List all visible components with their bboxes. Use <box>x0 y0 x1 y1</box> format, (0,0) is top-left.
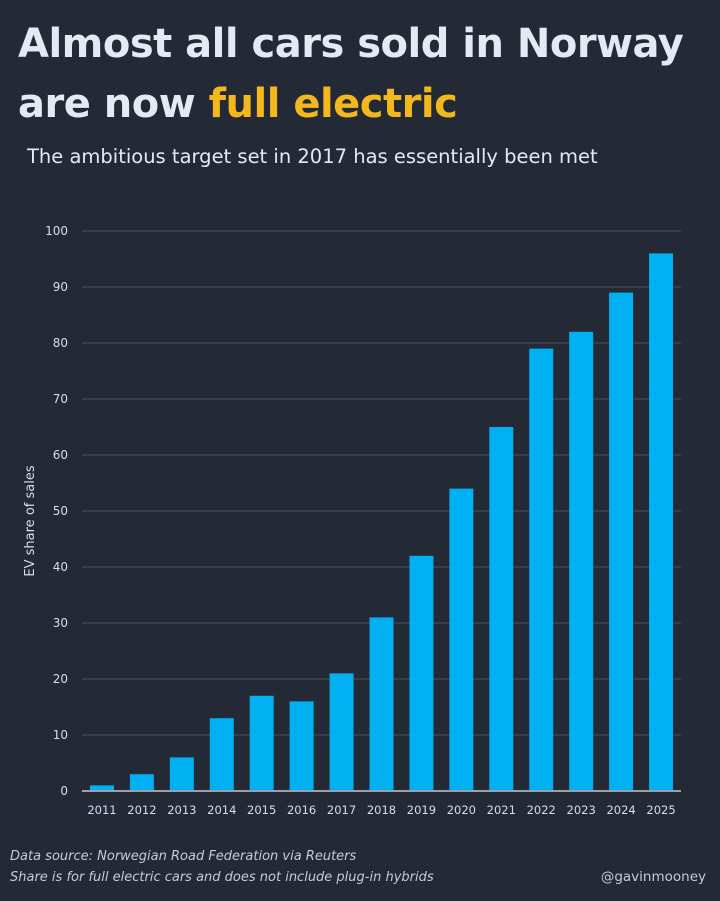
y-tick-label: 40 <box>53 560 68 574</box>
bar-2024 <box>609 292 634 791</box>
y-tick-label: 80 <box>53 336 68 350</box>
chart-title: Almost all cars sold in Norway are now f… <box>18 14 684 134</box>
data-source-note: Data source: Norwegian Road Federation v… <box>10 849 357 864</box>
x-tick-label: 2024 <box>606 803 635 817</box>
bar-2025 <box>649 253 674 791</box>
x-tick-label: 2018 <box>367 803 396 817</box>
x-tick-label: 2022 <box>527 803 556 817</box>
bar-2016 <box>289 701 314 791</box>
y-tick-label: 30 <box>53 616 68 630</box>
x-tick-label: 2016 <box>287 803 316 817</box>
title-line-1: Almost all cars sold in Norway <box>18 21 684 67</box>
methodology-note: Share is for full electric cars and does… <box>10 870 434 885</box>
author-handle: @gavinmooney <box>600 869 706 885</box>
y-tick-label: 20 <box>53 672 68 686</box>
x-tick-label: 2020 <box>447 803 476 817</box>
x-tick-label: 2021 <box>487 803 516 817</box>
y-axis-label: EV share of sales <box>23 465 38 576</box>
bar-2015 <box>249 695 274 791</box>
bar-2017 <box>329 673 354 791</box>
bar-2011 <box>89 785 114 791</box>
y-tick-label: 90 <box>53 280 68 294</box>
x-tick-label: 2014 <box>207 803 236 817</box>
bar-2022 <box>529 348 554 791</box>
x-tick-label: 2025 <box>646 803 675 817</box>
y-tick-label: 70 <box>53 392 68 406</box>
y-tick-label: 100 <box>45 224 68 238</box>
x-tick-label: 2019 <box>407 803 436 817</box>
x-tick-label: 2012 <box>127 803 156 817</box>
chart-subtitle: The ambitious target set in 2017 has ess… <box>27 145 598 168</box>
y-tick-label: 50 <box>53 504 68 518</box>
bar-2018 <box>369 617 394 791</box>
x-tick-label: 2011 <box>87 803 116 817</box>
x-tick-label: 2015 <box>247 803 276 817</box>
x-tick-label: 2023 <box>567 803 596 817</box>
bar-2023 <box>569 331 594 791</box>
bar-2020 <box>449 488 474 791</box>
y-tick-label: 10 <box>53 728 68 742</box>
bars <box>89 253 674 791</box>
title-highlight: full electric <box>208 81 458 127</box>
x-tick-label: 2013 <box>167 803 196 817</box>
y-tick-label: 60 <box>53 448 68 462</box>
bar-2014 <box>209 718 234 791</box>
bar-2021 <box>489 427 514 791</box>
bar-2013 <box>169 757 194 791</box>
x-tick-label: 2017 <box>327 803 356 817</box>
y-tick-label: 0 <box>60 784 68 798</box>
bar-2012 <box>129 774 154 791</box>
bar-2019 <box>409 555 434 791</box>
title-line-2-prefix: are now <box>18 81 209 127</box>
x-axis-ticks: 2011 2012 2013 2014 2015 2016 2017 2018 2019 2020… <box>87 803 675 817</box>
y-axis-ticks: 0 10 20 30 40 50 60 70 80 90 100 <box>45 224 68 798</box>
